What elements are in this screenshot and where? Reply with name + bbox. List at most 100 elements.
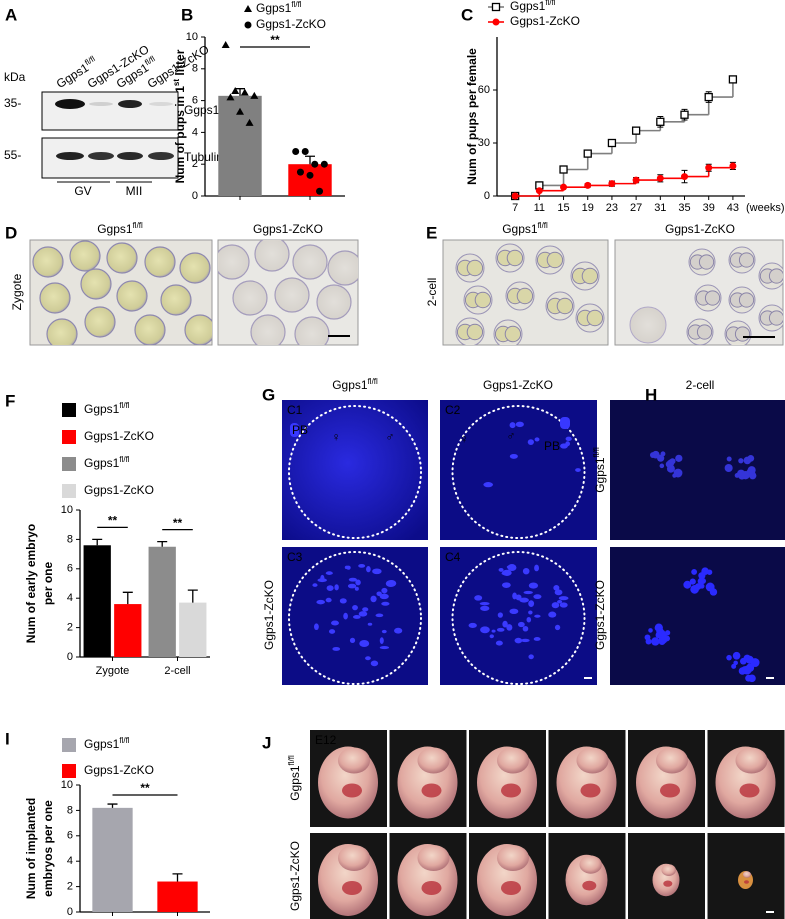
oocyte xyxy=(84,306,116,338)
chromatin xyxy=(365,656,371,661)
column-label-sup: fl/fl xyxy=(538,221,548,230)
cell-symbol: ♀ xyxy=(460,432,469,446)
chromatin xyxy=(522,625,529,632)
oocyte xyxy=(46,318,78,345)
blot-band xyxy=(89,102,113,106)
chromatin xyxy=(519,597,529,603)
panel-letter: F xyxy=(5,391,15,410)
chromatin xyxy=(372,568,382,575)
chromatin xyxy=(385,580,396,587)
chromatin xyxy=(344,565,349,570)
y-axis-label: Num of early embryo xyxy=(24,524,38,643)
blastomere xyxy=(506,249,524,267)
chromatin xyxy=(527,439,534,446)
legend-label: Ggps1fl/fl xyxy=(84,455,130,471)
oocyte xyxy=(39,282,71,314)
bar xyxy=(179,602,207,657)
embryo-head xyxy=(735,747,768,774)
blastomere xyxy=(504,325,522,343)
embryo-head xyxy=(417,747,450,774)
liver xyxy=(501,783,521,798)
legend-label-sup: fl/fl xyxy=(545,0,555,7)
legend-label-base: Ggps1 xyxy=(84,402,120,416)
blastomere xyxy=(586,309,604,327)
chromatin xyxy=(362,607,369,612)
x-tick-label: 11 xyxy=(534,202,545,214)
chromatin xyxy=(683,580,692,589)
chromatin xyxy=(370,660,379,667)
row-label-base: Ggps1 xyxy=(288,765,302,801)
error-bar xyxy=(122,591,133,605)
x-tick-label: 43 xyxy=(727,202,739,214)
tile-label: C1 xyxy=(287,403,303,417)
blastomere xyxy=(738,252,755,268)
blastomere xyxy=(556,297,574,315)
bar xyxy=(83,545,111,657)
point xyxy=(292,147,300,155)
chromatin xyxy=(645,638,652,645)
column-label: Ggps1-ZcKO xyxy=(483,378,553,392)
chromatin xyxy=(501,571,510,576)
zona-outline xyxy=(288,405,422,539)
point xyxy=(560,183,568,191)
blot-band xyxy=(55,99,85,109)
legend-label: Ggps1-ZcKO xyxy=(84,763,154,777)
chromatin xyxy=(689,578,696,585)
cell-symbol: ♂ xyxy=(386,430,395,444)
image-content xyxy=(32,240,785,919)
legend-label-base: Ggps1 xyxy=(256,1,292,15)
stage-label: GV xyxy=(74,184,91,198)
legend-swatch xyxy=(62,430,76,444)
legend-label-base: Ggps1-ZcKO xyxy=(510,14,580,28)
oocyte xyxy=(316,284,352,320)
legend-marker xyxy=(492,18,500,26)
row-label-base: Ggps1-ZcKO xyxy=(593,580,607,650)
column-label: Ggps1-ZcKO xyxy=(665,222,735,236)
point xyxy=(656,174,664,182)
chromatin xyxy=(491,629,496,633)
column-label-base: Ggps1 xyxy=(332,378,368,392)
blastomere xyxy=(466,323,484,341)
chromatin xyxy=(726,654,732,661)
column-label-base: Ggps1-ZcKO xyxy=(483,378,553,392)
liver xyxy=(421,783,442,798)
oocyte xyxy=(69,240,101,272)
chromatin xyxy=(522,567,530,575)
y-axis-label: per one xyxy=(41,562,55,606)
marker-label: 35- xyxy=(4,96,21,110)
legend-label-base: Ggps1 xyxy=(84,737,120,751)
liver xyxy=(744,880,749,884)
y-tick-label: 10 xyxy=(61,504,73,516)
y-tick-label: 0 xyxy=(192,190,198,202)
bar xyxy=(288,164,332,196)
y-axis-label: Num of pups per female xyxy=(465,48,479,185)
liver xyxy=(580,783,601,798)
x-tick-label: 31 xyxy=(654,202,666,214)
y-axis-label-text: Num of pups per female xyxy=(465,48,479,185)
chromatin xyxy=(558,596,569,601)
blot-band xyxy=(118,100,142,108)
pb-spot xyxy=(560,417,570,429)
row-label: Ggps1-ZcKO xyxy=(288,841,302,911)
chromatin xyxy=(675,454,683,462)
chromatin xyxy=(348,577,357,582)
legend-swatch xyxy=(62,484,76,498)
y-axis-label-sup: st xyxy=(172,79,181,86)
point xyxy=(316,187,324,195)
error-bar xyxy=(187,589,198,603)
panel-letter: I xyxy=(5,729,10,748)
point xyxy=(729,162,737,170)
point xyxy=(631,126,641,135)
cell-symbol: ♂ xyxy=(507,429,516,443)
chromatin xyxy=(468,622,477,628)
chromatin xyxy=(381,629,387,634)
liver xyxy=(582,880,597,891)
chromatin xyxy=(648,628,653,633)
chromatin xyxy=(738,667,747,675)
embryo-head xyxy=(656,747,688,774)
significance-label: ** xyxy=(270,33,280,47)
chromatin xyxy=(379,645,390,650)
legend-marker xyxy=(244,5,252,12)
chromatin xyxy=(661,632,667,638)
chromatin xyxy=(317,578,327,583)
